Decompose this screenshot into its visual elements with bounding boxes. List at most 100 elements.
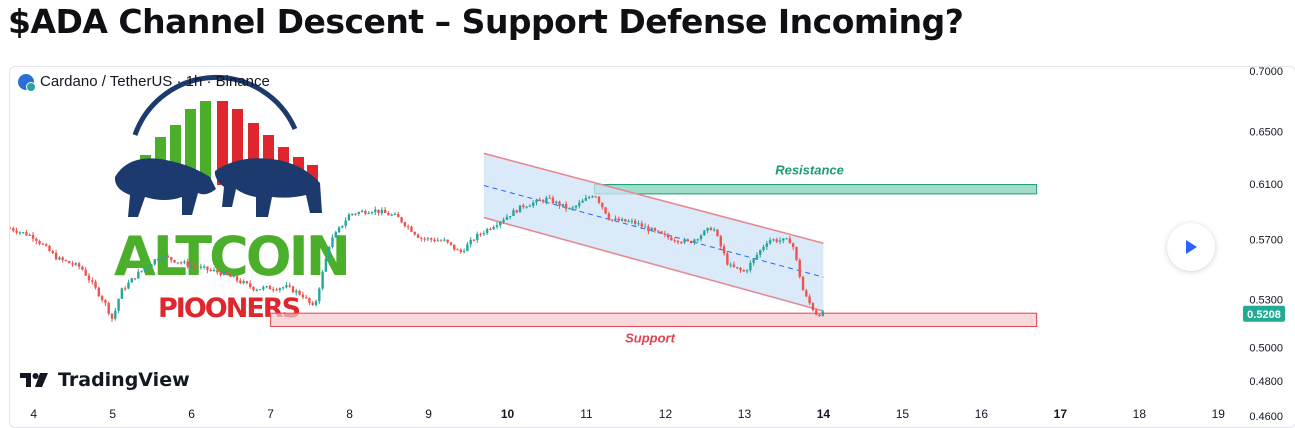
y-tick-label: 0.6500 (1249, 127, 1283, 139)
candle-body (706, 227, 709, 231)
candle-body (683, 239, 686, 243)
candle-body (640, 223, 643, 227)
candle-body (337, 227, 341, 233)
candle-body (693, 239, 696, 244)
candle-body (423, 238, 426, 240)
candle-body (173, 259, 176, 263)
y-tick-label: 0.7000 (1249, 67, 1283, 78)
candle-body (410, 226, 413, 232)
logo-bar (232, 109, 243, 185)
candle-body (630, 220, 634, 222)
x-tick-label: 5 (109, 407, 116, 421)
candle-body (680, 242, 683, 244)
candle-body (91, 280, 94, 282)
candle-body (416, 234, 420, 238)
candle-body (176, 262, 180, 264)
candle-body (400, 217, 403, 223)
candle-body (193, 265, 196, 267)
candle-body (561, 203, 565, 206)
candle-body (258, 289, 262, 291)
candle-body (755, 254, 759, 259)
candle-body (265, 286, 268, 288)
candle-body (709, 227, 713, 231)
candle-body (377, 209, 380, 214)
x-tick-label: 14 (817, 407, 831, 421)
candle-body (81, 266, 84, 270)
symbol-header[interactable]: Cardano / TetherUS · 1h · Binance (18, 73, 270, 92)
tradingview-branding[interactable]: TradingView (20, 369, 190, 391)
candle-body (413, 231, 416, 235)
channel-fill (483, 153, 824, 312)
candle-body (147, 266, 150, 269)
candle-body (97, 287, 101, 297)
candle-body (390, 214, 393, 216)
play-button[interactable] (1167, 223, 1215, 271)
candle-body (199, 266, 203, 268)
candle-body (387, 213, 390, 216)
candle-body (71, 263, 74, 265)
y-tick-label: 0.4800 (1249, 376, 1283, 388)
candle-body (555, 201, 558, 204)
candle-body (647, 226, 650, 232)
candle-body (308, 298, 311, 303)
candle-body (100, 296, 104, 301)
y-tick-label: 0.5300 (1249, 294, 1283, 306)
candle-body (538, 199, 541, 201)
resistance-zone[interactable] (593, 184, 1038, 195)
candle-body (499, 221, 502, 226)
candle-body (370, 212, 374, 214)
candle-body (775, 239, 778, 242)
candle-body (650, 228, 653, 232)
candle-body (420, 237, 423, 239)
x-tick-label: 12 (659, 407, 673, 421)
candle-body (209, 270, 212, 272)
support-zone[interactable] (270, 312, 1038, 328)
candle-body (364, 211, 367, 214)
candle-body (314, 301, 318, 305)
candle-body (51, 251, 54, 253)
candle-body (765, 243, 769, 247)
candle-body (624, 219, 627, 222)
candle-body (712, 229, 716, 231)
candle-body (634, 220, 637, 224)
support-label: Support (625, 331, 675, 346)
candle-body (239, 280, 242, 284)
candle-body (749, 262, 752, 271)
logo-bar (307, 165, 318, 185)
channel-lower-line[interactable] (483, 216, 824, 312)
channel-upper-line[interactable] (483, 152, 824, 244)
candle-body (449, 242, 453, 245)
candle-body (532, 202, 535, 206)
logo-bar (217, 101, 228, 185)
y-tick-label: 0.4600 (1249, 411, 1283, 423)
candle-body (515, 210, 518, 213)
candle-body (453, 244, 456, 250)
candle-body (535, 199, 538, 203)
symbol-label: Cardano / TetherUS · 1h · Binance (40, 73, 270, 90)
x-tick-label: 19 (1212, 407, 1226, 421)
y-tick-label: 0.5700 (1249, 235, 1283, 247)
candle-body (476, 233, 479, 241)
candle-body (798, 260, 801, 277)
candle-body (304, 297, 308, 299)
candle-body (202, 266, 206, 268)
candle-body (61, 257, 64, 261)
candle-body (522, 205, 525, 208)
candle-body (393, 214, 397, 216)
candle-body (462, 251, 466, 253)
candle-body (74, 263, 78, 265)
candle-body (581, 200, 584, 203)
candle-body (295, 290, 298, 293)
chart-panel[interactable]: ALTCOIN PIOONERS 0.7000 0.6500 0.6100 0.5700… (9, 66, 1295, 428)
y-tick-label: 0.6100 (1249, 179, 1283, 191)
candle-body (252, 286, 255, 291)
candle-body (722, 246, 726, 254)
candle-body (778, 240, 782, 242)
candle-body (31, 235, 35, 239)
candle-body (249, 283, 252, 287)
candle-body (163, 255, 166, 259)
candle-body (801, 276, 805, 291)
candle-body (571, 207, 574, 209)
